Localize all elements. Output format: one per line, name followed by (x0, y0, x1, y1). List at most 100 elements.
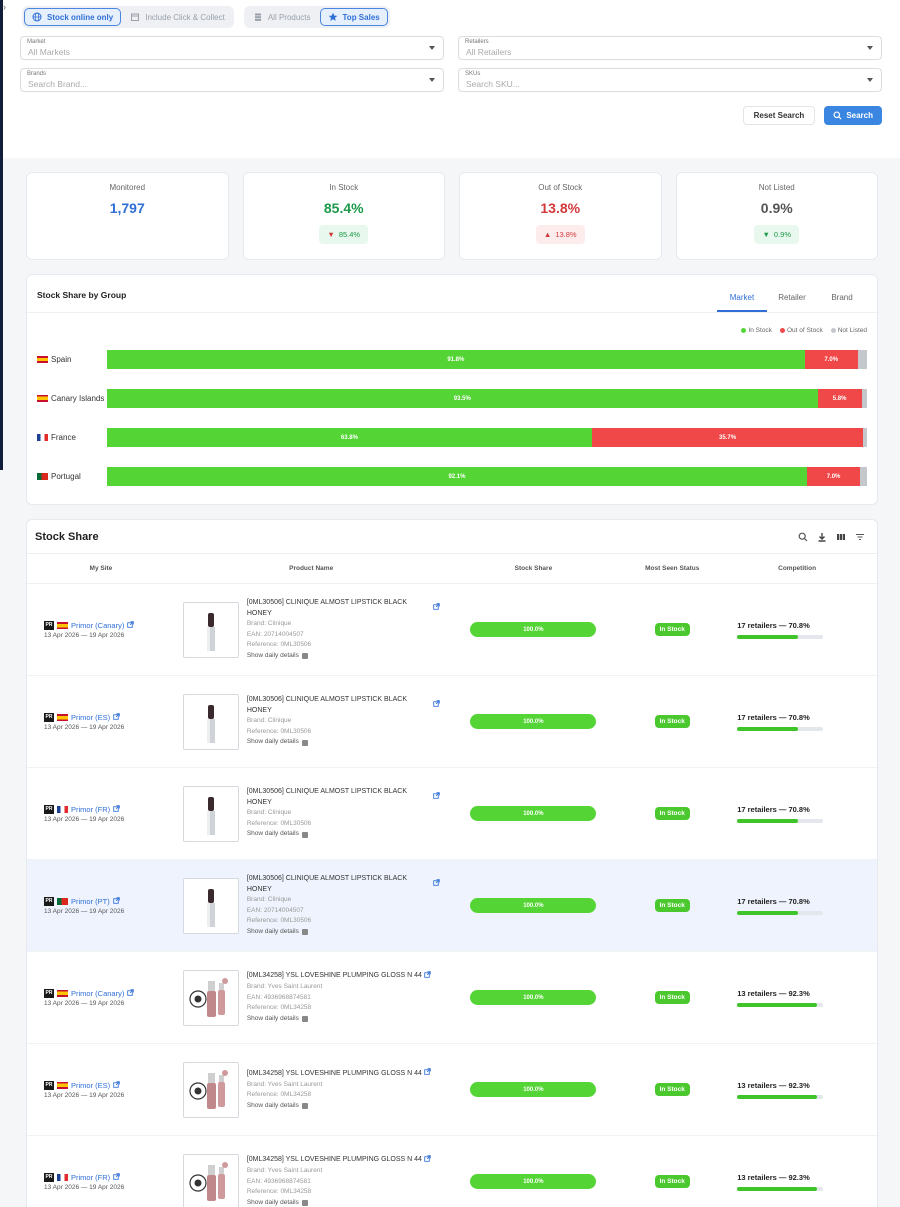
show-daily-details-link[interactable]: Show daily details (247, 829, 440, 840)
col-competition[interactable]: Competition (778, 565, 817, 572)
table-row[interactable]: PR Primor (ES) 13 Apr 2026 — 19 Apr 2026 [0… (27, 1044, 877, 1136)
kpi-title: Out of Stock (538, 183, 583, 192)
status-cell: In Stock (627, 1175, 717, 1188)
col-most-seen-status[interactable]: Most Seen Status (645, 565, 700, 572)
col-my-site[interactable]: My Site (89, 565, 113, 572)
product-name[interactable]: [0ML30506] CLINIQUE ALMOST LIPSTICK BLAC… (247, 787, 440, 808)
product-name[interactable]: [0ML30506] CLINIQUE ALMOST LIPSTICK BLAC… (247, 695, 440, 716)
pr-badge: PR (44, 988, 54, 998)
product-thumbnail[interactable] (182, 969, 239, 1026)
top-sales-toggle[interactable]: Top Sales (319, 8, 388, 26)
retailers-select[interactable]: Retailers All Retailers (458, 36, 882, 60)
brands-label: Brands (27, 71, 47, 77)
show-daily-details-link[interactable]: Show daily details (247, 651, 440, 662)
all-products-label: All Products (267, 12, 311, 22)
site-link[interactable]: Primor (ES) (71, 712, 111, 722)
click-collect-toggle[interactable]: Include Click & Collect (123, 8, 232, 26)
external-link-icon[interactable] (113, 896, 120, 906)
show-daily-details-link[interactable]: Show daily details (247, 1014, 431, 1025)
expand-sidebar-icon[interactable]: › (3, 2, 6, 12)
reset-search-button[interactable]: Reset Search (742, 106, 816, 125)
sku-search-input[interactable]: SKUs Search SKU... (458, 68, 882, 92)
table-row[interactable]: PR Primor (FR) 13 Apr 2026 — 19 Apr 2026 [0… (27, 1136, 877, 1207)
stacked-bar[interactable]: 91.8% 7.0% (107, 350, 867, 369)
stacked-bar[interactable]: 93.5% 5.8% (107, 389, 867, 408)
col-stock-share[interactable]: Stock Share (514, 565, 553, 572)
pr-badge: PR (44, 1080, 54, 1090)
competition-bar (737, 1094, 824, 1099)
product-name[interactable]: [0ML34258] YSL LOVESHINE PLUMPING GLOSS … (247, 1068, 431, 1080)
market-select[interactable]: Market All Markets (20, 36, 444, 60)
tab-brand[interactable]: Brand (831, 293, 853, 302)
stock-online-toggle[interactable]: Stock online only (24, 8, 122, 26)
product-name[interactable]: [0ML34258] YSL LOVESHINE PLUMPING GLOSS … (247, 971, 431, 983)
site-link[interactable]: Primor (ES) (71, 1080, 111, 1090)
show-daily-details-link[interactable]: Show daily details (247, 1101, 431, 1112)
product-thumbnail[interactable] (182, 1153, 239, 1207)
tab-retailer[interactable]: Retailer (778, 293, 806, 302)
all-products-toggle[interactable]: All Products (246, 8, 318, 26)
download-icon[interactable] (817, 532, 827, 542)
stock-share-header: Stock Share (27, 520, 877, 554)
site-link[interactable]: Primor (PT) (71, 896, 110, 906)
external-link-icon[interactable] (422, 1068, 431, 1080)
external-link-icon[interactable] (127, 988, 135, 998)
competition-cell: 17 retailers — 70.8% (717, 805, 877, 823)
external-link-icon[interactable] (127, 620, 135, 630)
product-name[interactable]: [0ML34258] YSL LOVESHINE PLUMPING GLOSS … (247, 1155, 431, 1167)
bar-segment-not-listed (860, 467, 867, 486)
product-name-text: [0ML34258] YSL LOVESHINE PLUMPING GLOSS … (246, 1069, 422, 1077)
table-row[interactable]: PR Primor (Canary) 13 Apr 2026 — 19 Apr 20… (27, 952, 877, 1044)
site-line: PR Primor (PT) (44, 896, 175, 906)
external-link-icon[interactable] (422, 971, 431, 983)
table-row[interactable]: PR Primor (FR) 13 Apr 2026 — 19 Apr 2026 [0… (27, 768, 877, 860)
product-cell: [0ML34258] YSL LOVESHINE PLUMPING GLOSS … (175, 1061, 440, 1118)
external-link-icon[interactable] (431, 879, 440, 891)
external-link-icon[interactable] (422, 1155, 431, 1167)
external-link-icon[interactable] (431, 603, 440, 615)
external-link-icon[interactable] (113, 712, 120, 722)
product-name[interactable]: [0ML30506] CLINIQUE ALMOST LIPSTICK BLAC… (247, 598, 440, 619)
calendar-icon (301, 1016, 308, 1022)
product-thumbnail[interactable] (182, 693, 239, 750)
table-row[interactable]: PR Primor (Canary) 13 Apr 2026 — 19 Apr 20… (27, 584, 877, 676)
brand-search-input[interactable]: Brands Search Brand... (20, 68, 444, 92)
columns-icon[interactable] (836, 532, 846, 542)
show-daily-details-link[interactable]: Show daily details (247, 1198, 431, 1207)
site-link[interactable]: Primor (FR) (71, 1172, 111, 1182)
external-link-icon[interactable] (431, 700, 440, 712)
external-link-icon[interactable] (113, 1080, 120, 1090)
search-button[interactable]: Search (824, 106, 882, 125)
external-link-icon[interactable] (113, 1172, 120, 1182)
external-link-icon[interactable] (431, 792, 440, 804)
table-row[interactable]: PR Primor (ES) 13 Apr 2026 — 19 Apr 2026 [0… (27, 676, 877, 768)
product-thumbnail[interactable] (182, 785, 239, 842)
tab-market[interactable]: Market (717, 293, 767, 312)
product-name[interactable]: [0ML30506] CLINIQUE ALMOST LIPSTICK BLAC… (247, 874, 440, 895)
site-link[interactable]: Primor (Canary) (71, 988, 125, 998)
filter-icon[interactable] (855, 532, 865, 542)
competition-cell: 13 retailers — 92.3% (717, 989, 877, 1007)
stacked-bar[interactable]: 63.8% 35.7% (107, 428, 867, 447)
product-thumbnail[interactable] (182, 1061, 239, 1118)
search-icon[interactable] (798, 532, 808, 542)
calendar-icon (301, 1200, 308, 1206)
table-row[interactable]: PR Primor (PT) 13 Apr 2026 — 19 Apr 2026 [0… (27, 860, 877, 952)
col-product-name[interactable]: Product Name (289, 565, 334, 572)
competition-bar (737, 910, 824, 915)
show-daily-details-link[interactable]: Show daily details (247, 927, 440, 938)
stacked-bar[interactable]: 92.1% 7.0% (107, 467, 867, 486)
stock-share-cell: 100.0% (440, 1082, 628, 1097)
show-daily-details-link[interactable]: Show daily details (247, 737, 440, 748)
product-thumbnail[interactable] (182, 601, 239, 658)
site-link[interactable]: Primor (Canary) (71, 620, 125, 630)
stock-online-label: Stock online only (47, 12, 114, 22)
table-toolbar (798, 532, 865, 542)
stock-share-cell: 100.0% (440, 1174, 628, 1189)
stock-share-bar: 100.0% (470, 1082, 597, 1097)
group-label: Canary Islands (37, 394, 107, 404)
product-thumbnail[interactable] (182, 877, 239, 934)
stock-share-bar: 100.0% (470, 622, 597, 637)
site-link[interactable]: Primor (FR) (71, 804, 111, 814)
external-link-icon[interactable] (113, 804, 120, 814)
